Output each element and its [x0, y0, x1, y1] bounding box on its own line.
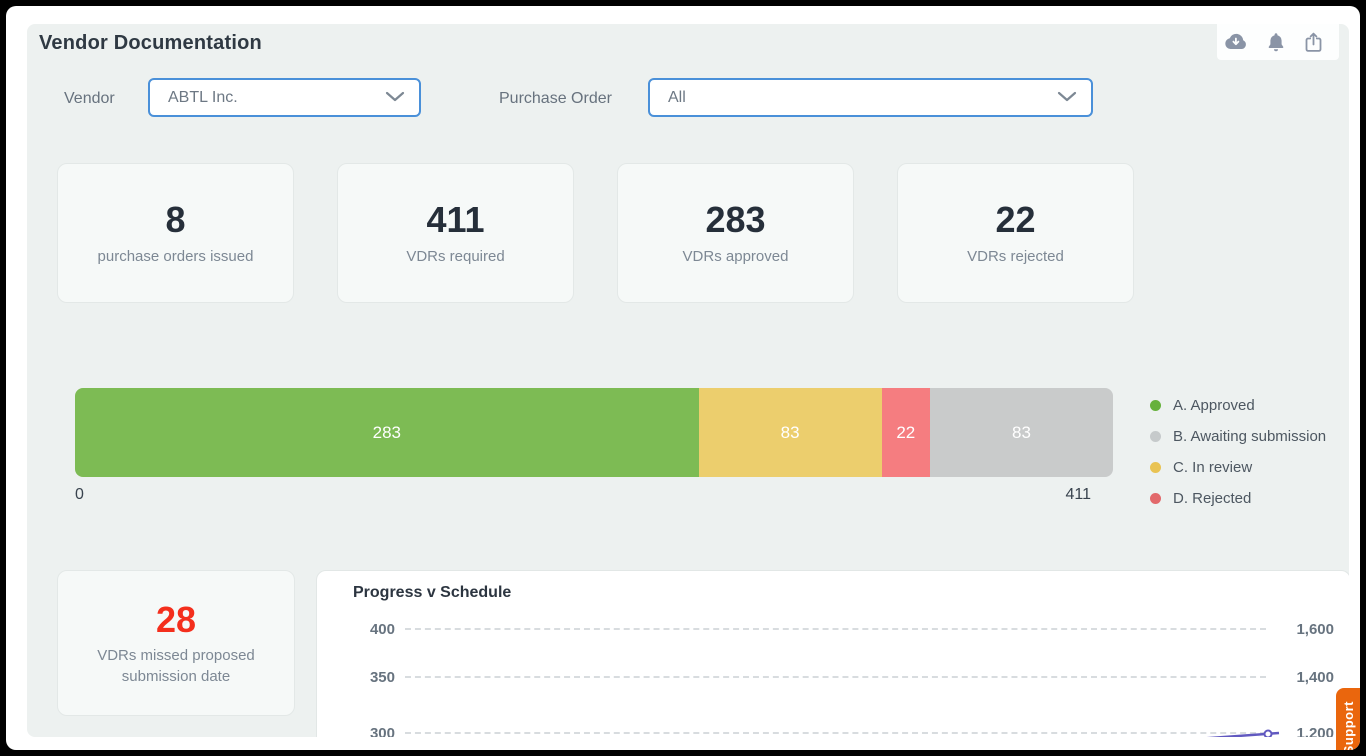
right-axis-tick: 1,200 [1296, 724, 1334, 738]
legend-dot-icon [1150, 493, 1161, 504]
stat-card-vdrs-missed: 28 VDRs missed proposed submission date [57, 570, 295, 716]
legend-label: B. Awaiting submission [1173, 428, 1327, 445]
legend-label: C. In review [1173, 459, 1253, 476]
legend-dot-icon [1150, 431, 1161, 442]
axis-max-label: 411 [1065, 486, 1091, 503]
gridline-row: 400 1,600 [317, 619, 1349, 639]
vdr-status-stacked-bar[interactable]: 283 83 22 83 [75, 388, 1113, 477]
stat-card-purchase-orders: 8 purchase orders issued [57, 163, 294, 303]
stat-label: VDRs rejected [967, 248, 1064, 266]
bar-segment-approved[interactable]: 283 [75, 388, 699, 477]
stat-card-vdrs-required: 411 VDRs required [337, 163, 574, 303]
segment-value: 22 [896, 422, 916, 442]
support-tab[interactable]: Support [1336, 688, 1360, 750]
line-series-partial [1206, 729, 1280, 737]
stat-value: 8 [165, 199, 186, 241]
legend-item-rejected: D. Rejected [1150, 483, 1326, 514]
stat-card-vdrs-approved: 283 VDRs approved [617, 163, 854, 303]
right-axis-tick: 1,400 [1296, 668, 1334, 686]
gridline-row: 350 1,400 [317, 667, 1349, 687]
chevron-down-icon [1057, 89, 1077, 107]
share-icon[interactable] [1304, 32, 1323, 53]
segment-value: 83 [1012, 422, 1031, 442]
stat-label: VDRs missed proposed submission date [97, 647, 255, 685]
gridline [405, 628, 1266, 630]
progress-v-schedule-chart: Progress v Schedule 400 1,600 350 1,400 … [316, 570, 1349, 737]
stat-value: 28 [155, 599, 197, 641]
legend-label: A. Approved [1173, 397, 1255, 414]
vendor-filter-label: Vendor [64, 90, 115, 107]
legend-dot-icon [1150, 462, 1161, 473]
stat-value: 283 [705, 199, 766, 241]
page-title: Vendor Documentation [39, 32, 262, 54]
vendor-dropdown-value: ABTL Inc. [168, 88, 238, 106]
gridline-row: 300 1,200 [317, 723, 1349, 738]
dashboard: Vendor Documentation V [27, 24, 1349, 737]
stat-label: purchase orders issued [97, 248, 254, 266]
bell-icon[interactable] [1267, 32, 1285, 52]
chart-title: Progress v Schedule [353, 584, 512, 601]
legend-item-awaiting: B. Awaiting submission [1150, 421, 1326, 452]
legend-item-in-review: C. In review [1150, 452, 1326, 483]
legend-label: D. Rejected [1173, 490, 1252, 507]
purchase-order-dropdown[interactable]: All [648, 78, 1093, 117]
support-tab-label: Support [1340, 701, 1356, 750]
segment-value: 83 [780, 422, 800, 442]
legend-item-approved: A. Approved [1150, 390, 1326, 421]
stat-card-vdrs-rejected: 22 VDRs rejected [897, 163, 1134, 303]
segment-value: 283 [372, 422, 402, 442]
bar-segment-in-review[interactable]: 83 [698, 388, 882, 477]
stat-label: VDRs approved [682, 248, 789, 266]
axis-min-label: 0 [75, 486, 84, 503]
gridline [405, 732, 1266, 734]
bar-axis-endpoints: 0 411 [75, 486, 1113, 504]
left-axis-tick: 300 [369, 724, 395, 738]
status-legend: A. Approved B. Awaiting submission C. In… [1150, 390, 1326, 514]
stat-cards-row: 8 purchase orders issued 411 VDRs requir… [57, 163, 1137, 303]
app-window: Vendor Documentation V [6, 6, 1360, 750]
left-axis-tick: 400 [369, 620, 395, 638]
left-axis-tick: 350 [369, 668, 395, 686]
purchase-order-filter-label: Purchase Order [499, 90, 612, 107]
vendor-dropdown[interactable]: ABTL Inc. [148, 78, 421, 117]
purchase-order-dropdown-value: All [668, 88, 686, 106]
gridline [405, 676, 1266, 678]
stat-value: 22 [995, 199, 1036, 241]
chevron-down-icon [385, 89, 405, 107]
download-cloud-icon[interactable] [1223, 33, 1248, 52]
header-toolbar [1217, 24, 1339, 60]
bar-segment-rejected[interactable]: 22 [881, 388, 931, 477]
stat-value: 411 [426, 199, 485, 241]
legend-dot-icon [1150, 400, 1161, 411]
right-axis-tick: 1,600 [1296, 620, 1334, 638]
stat-label: VDRs required [406, 248, 505, 266]
bar-segment-awaiting[interactable]: 83 [930, 388, 1113, 477]
